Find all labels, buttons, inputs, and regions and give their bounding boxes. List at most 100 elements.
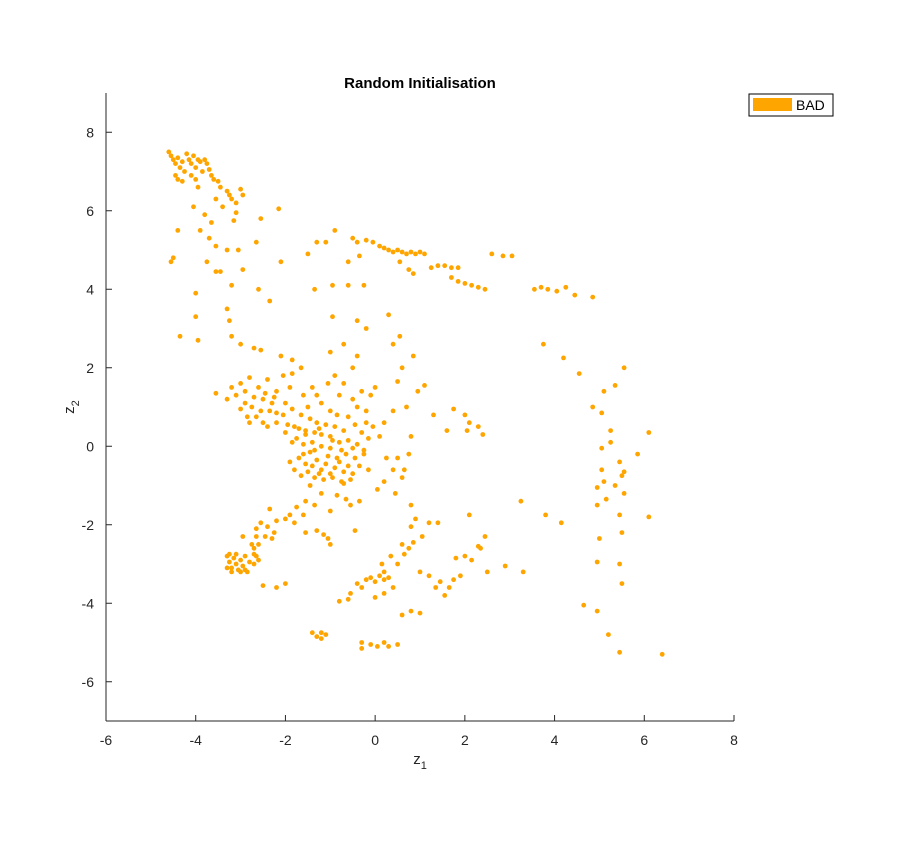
data-point (204, 161, 210, 167)
data-point (363, 237, 369, 243)
data-point (314, 634, 320, 639)
data-point (256, 557, 261, 563)
data-point (289, 406, 295, 412)
data-point (354, 239, 360, 245)
data-point (366, 467, 371, 473)
data-point (361, 282, 367, 288)
data-point (446, 585, 452, 590)
data-point (213, 196, 219, 202)
data-point (262, 534, 268, 539)
data-point (233, 561, 239, 567)
data-point (303, 428, 308, 433)
data-point (177, 333, 183, 339)
data-point (341, 481, 347, 486)
data-point (327, 542, 333, 547)
data-point (274, 410, 279, 416)
data-point (408, 249, 414, 255)
data-point (341, 428, 347, 433)
data-point (410, 353, 416, 359)
data-point (408, 502, 414, 508)
data-point (395, 247, 400, 253)
data-point (265, 524, 270, 530)
data-point (267, 298, 273, 304)
data-point (301, 512, 306, 518)
data-point (166, 149, 172, 155)
data-point (323, 422, 329, 428)
data-point (381, 591, 387, 596)
data-point (227, 559, 232, 565)
data-point (395, 379, 400, 384)
data-point (280, 373, 286, 378)
data-point (352, 422, 358, 428)
data-point (345, 414, 351, 420)
data-point (437, 579, 443, 585)
x-axis-label-subscript: 1 (421, 760, 427, 772)
data-point (256, 542, 261, 547)
data-point (343, 496, 349, 502)
data-point (449, 275, 454, 280)
data-point (357, 463, 362, 469)
data-point (247, 375, 252, 380)
y-tick-label: 4 (86, 281, 94, 297)
data-point (296, 455, 302, 461)
data-point (379, 561, 385, 567)
data-point (298, 473, 304, 479)
data-point (175, 228, 181, 233)
data-point (377, 573, 382, 579)
data-point (359, 585, 365, 590)
data-point (659, 651, 665, 657)
data-point (390, 249, 396, 255)
data-point (538, 284, 544, 290)
data-point (422, 383, 427, 388)
data-point (249, 404, 255, 410)
data-point (238, 569, 244, 575)
data-point (348, 591, 353, 596)
data-point (646, 514, 652, 520)
data-point (179, 159, 185, 165)
data-point (332, 228, 338, 233)
y-tick-label: -4 (82, 595, 95, 611)
data-point (283, 516, 288, 522)
data-point (244, 414, 250, 420)
data-point (377, 243, 382, 249)
data-point (253, 239, 259, 245)
data-point (401, 551, 407, 557)
data-point (606, 632, 611, 637)
data-point (381, 245, 387, 251)
data-point (224, 306, 230, 312)
data-point (314, 392, 320, 398)
data-point (274, 388, 279, 394)
data-point (309, 463, 315, 469)
data-point (395, 642, 400, 647)
data-point (318, 432, 324, 437)
data-point (350, 471, 356, 477)
data-point (289, 371, 295, 376)
data-point (370, 424, 376, 429)
data-point (399, 542, 405, 547)
y-tick-label: -6 (82, 674, 95, 690)
data-point (399, 475, 405, 480)
data-point (359, 430, 365, 435)
data-point (368, 392, 374, 398)
data-point (390, 408, 396, 414)
data-point (283, 430, 288, 435)
data-point (271, 530, 277, 535)
data-point (287, 512, 293, 518)
data-point (390, 341, 396, 347)
data-point (359, 640, 365, 645)
data-point (251, 561, 257, 567)
data-point (386, 247, 391, 253)
y-tick-label: 2 (86, 360, 94, 376)
data-point (390, 467, 396, 473)
data-point (170, 157, 176, 163)
x-axis-label-main: z (413, 751, 421, 768)
data-point (408, 608, 414, 614)
data-point (303, 461, 308, 467)
data-point (617, 561, 622, 567)
data-point (227, 551, 232, 557)
data-point (209, 173, 214, 178)
data-point (307, 416, 313, 422)
data-point (334, 492, 340, 498)
data-point (345, 259, 351, 265)
data-point (330, 282, 335, 288)
